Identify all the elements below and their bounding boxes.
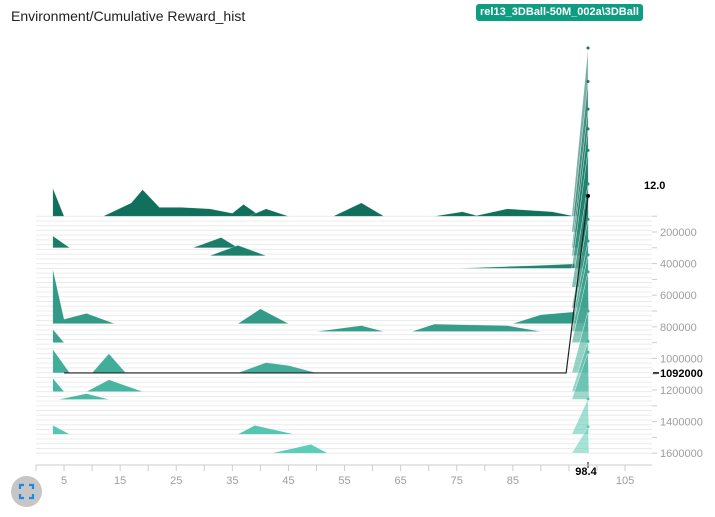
- histogram-peak-dot: [586, 239, 590, 243]
- histogram-bin-shape: [434, 211, 480, 217]
- x-tick-label: 65: [395, 475, 407, 487]
- histogram-bin-shape: [411, 323, 541, 332]
- histogram-peak-dot: [586, 46, 590, 50]
- x-tick-label: 25: [170, 475, 182, 487]
- x-tick-label: 75: [451, 475, 463, 487]
- histogram-peak-dot: [586, 309, 590, 313]
- histogram-peak-dot: [586, 253, 590, 257]
- histogram-peak-dot: [586, 80, 590, 84]
- histogram-spike: [571, 352, 590, 400]
- histogram-bin-shape: [237, 308, 289, 324]
- fullscreen-button[interactable]: [11, 476, 42, 507]
- histogram-bin-shape: [52, 235, 71, 249]
- x-tick-label: 85: [507, 475, 519, 487]
- chart-title: Environment/Cumulative Reward_hist: [11, 8, 246, 24]
- hover-x-label: 98.4: [575, 466, 597, 478]
- histogram-peak-dot: [586, 270, 590, 274]
- x-tick-label: 105: [616, 475, 634, 487]
- histogram-bin-shape: [52, 269, 115, 324]
- x-tick-label: 35: [226, 475, 238, 487]
- histogram-bin-shape: [316, 325, 384, 332]
- histogram-bin-shape: [52, 188, 65, 217]
- x-tick-label: 15: [114, 475, 126, 487]
- histogram-peak-dot: [586, 350, 590, 354]
- histogram-peak-dot: [586, 397, 590, 401]
- histogram-bin-shape: [52, 328, 65, 343]
- y-tick-label: 1400000: [660, 417, 703, 429]
- histogram-bin-shape: [52, 377, 65, 392]
- hover-histogram-line: [64, 195, 589, 374]
- y-tick-label: 1000000: [660, 353, 703, 365]
- histogram-bin-shape: [249, 208, 289, 217]
- histogram-bin-shape: [456, 263, 575, 269]
- hover-step-label: 1092000: [660, 368, 703, 380]
- histogram-peak-dot: [586, 182, 590, 186]
- y-tick-label: 1600000: [660, 448, 703, 460]
- y-tick-label: 200000: [660, 227, 697, 239]
- histogram-peak-dot: [586, 425, 590, 429]
- x-tick-label: 5: [61, 475, 67, 487]
- histogram-spike: [571, 425, 590, 454]
- y-tick-label: 600000: [660, 290, 697, 302]
- histogram-bin-shape: [103, 189, 262, 217]
- histogram-bin-shape: [473, 208, 575, 217]
- x-tick-label: 55: [338, 475, 350, 487]
- histogram-bin-shape: [52, 424, 70, 435]
- y-tick-label: 800000: [660, 322, 697, 334]
- histogram-bin-shape: [237, 425, 295, 435]
- hover-count-label: 12.0: [644, 180, 665, 192]
- histogram-bin-shape: [52, 348, 71, 374]
- histogram-peak-dot: [586, 217, 590, 221]
- histogram-peak-dot: [586, 339, 590, 343]
- histogram-bin-shape: [512, 311, 575, 324]
- histogram-bin-shape: [86, 379, 143, 392]
- y-tick-label: 400000: [660, 259, 697, 271]
- histogram-peak-dot: [586, 127, 590, 131]
- histogram-peak-dot: [586, 148, 590, 152]
- hover-point: [586, 193, 591, 198]
- run-badge[interactable]: rel13_3DBall-50M_002a\3DBall: [476, 4, 643, 21]
- x-tick-label: 45: [282, 475, 294, 487]
- histogram-bin-shape: [58, 393, 109, 400]
- histogram-peak-dot: [586, 107, 590, 111]
- histogram-spike: [571, 398, 590, 435]
- histogram-bin-shape: [333, 202, 385, 217]
- histogram-bin-shape: [209, 245, 267, 256]
- y-tick-label: 1200000: [660, 385, 703, 397]
- fullscreen-icon: [18, 483, 35, 500]
- histogram-bin-shape: [271, 444, 328, 454]
- histogram-bin-shape: [192, 237, 239, 249]
